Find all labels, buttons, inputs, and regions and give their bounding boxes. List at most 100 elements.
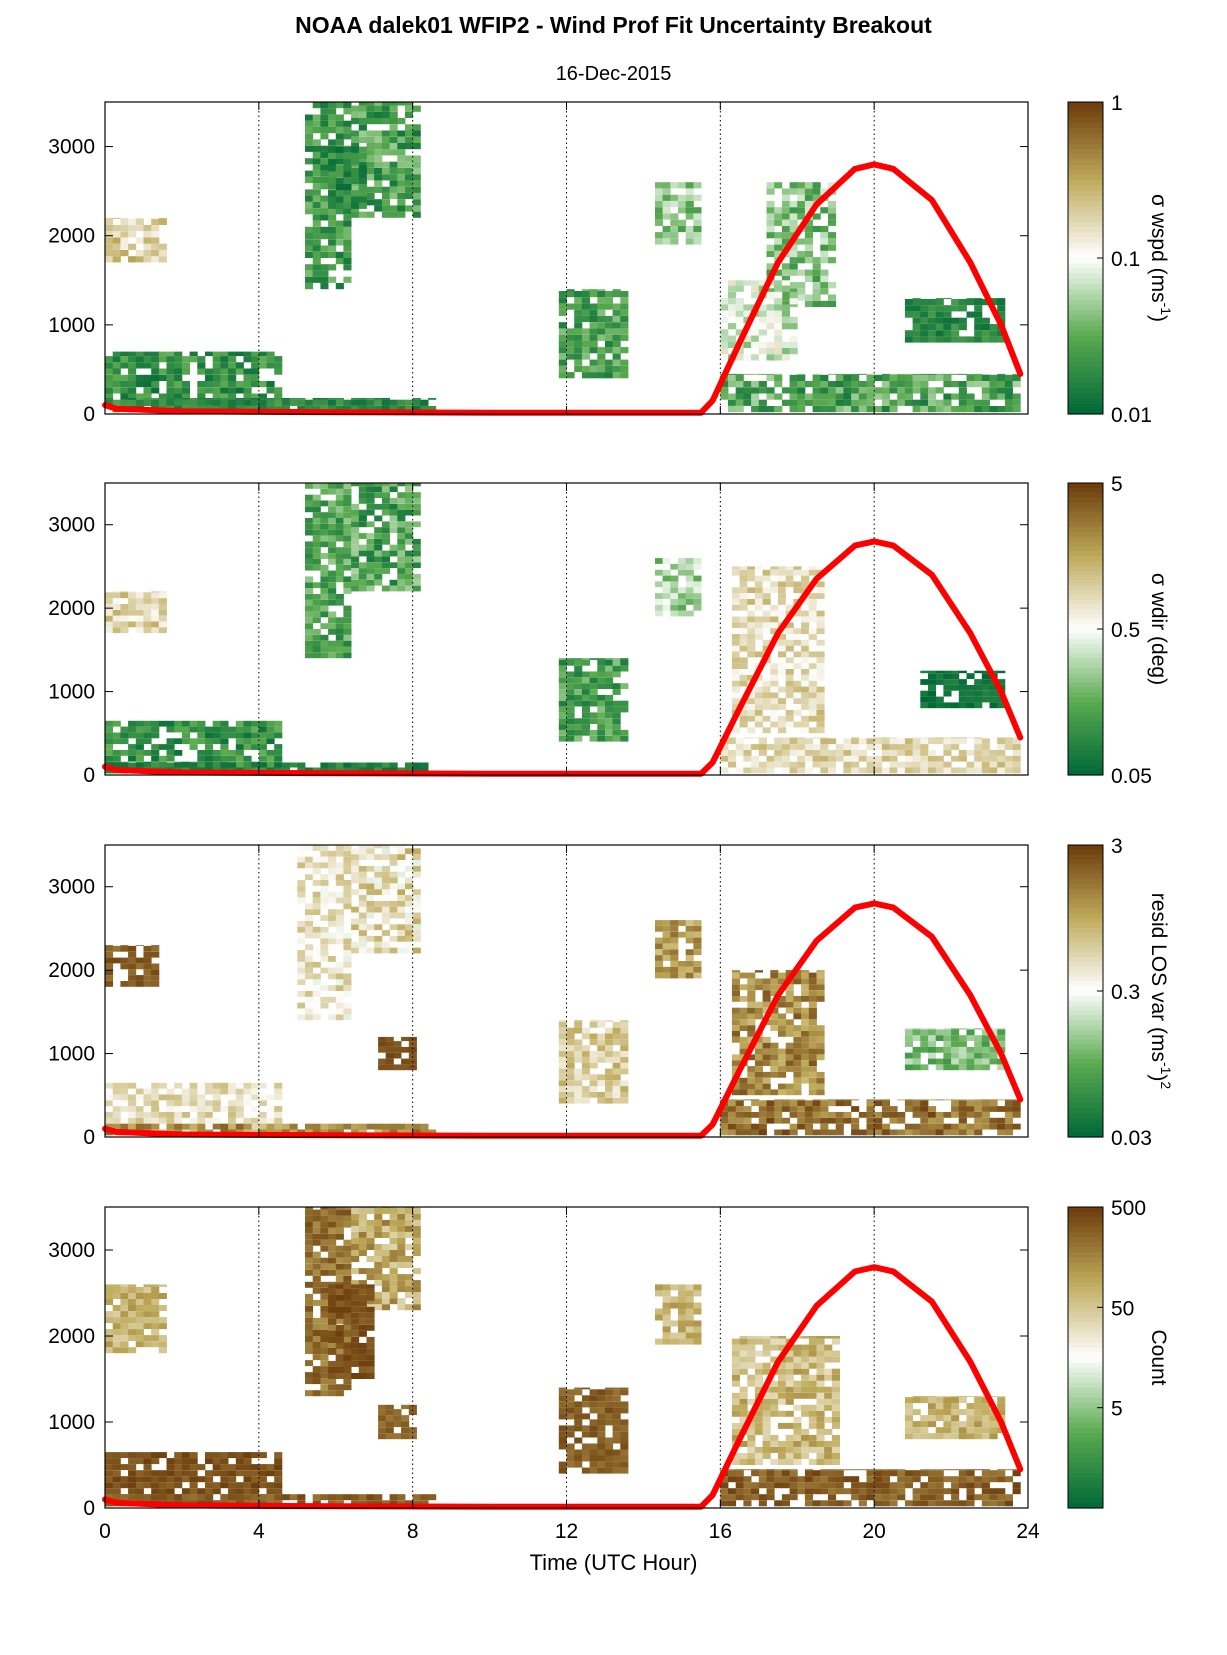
heatmap-cell bbox=[335, 634, 344, 641]
heatmap-cell bbox=[197, 762, 206, 768]
heatmap-cell bbox=[1012, 1123, 1021, 1130]
heatmap-cell bbox=[135, 732, 144, 739]
heatmap-cell bbox=[405, 136, 414, 143]
heatmap-cell bbox=[135, 1452, 144, 1459]
heatmap-cell bbox=[243, 393, 252, 400]
heatmap-cell bbox=[739, 1007, 748, 1014]
heatmap-cell bbox=[770, 1042, 779, 1049]
heatmap-cell bbox=[904, 381, 913, 388]
heatmap-cell bbox=[558, 328, 567, 335]
heatmap-cell bbox=[128, 957, 137, 964]
heatmap-cell bbox=[112, 720, 121, 727]
heatmap-cell bbox=[266, 1112, 275, 1118]
heatmap-cell bbox=[128, 225, 137, 232]
heatmap-cell bbox=[866, 381, 875, 388]
heatmap-cell bbox=[935, 1029, 944, 1036]
heatmap-cell bbox=[343, 245, 352, 252]
heatmap-cell bbox=[385, 1036, 394, 1042]
heatmap-cell bbox=[778, 1054, 787, 1061]
heatmap-cell bbox=[566, 1431, 575, 1438]
heatmap-cell bbox=[835, 406, 844, 413]
heatmap-cell bbox=[343, 399, 352, 406]
heatmap-cell bbox=[151, 744, 160, 750]
heatmap-cell bbox=[351, 171, 360, 178]
heatmap-cell bbox=[335, 233, 344, 240]
heatmap-cell bbox=[789, 291, 798, 299]
heatmap-cell bbox=[966, 1046, 975, 1053]
colorbar-swatch bbox=[1068, 536, 1103, 542]
heatmap-cell bbox=[966, 690, 975, 697]
heatmap-cell bbox=[151, 1482, 160, 1489]
heatmap-cell bbox=[904, 1035, 913, 1041]
heatmap-cell bbox=[120, 362, 129, 369]
heatmap-cell bbox=[151, 755, 160, 762]
heatmap-cell bbox=[343, 171, 352, 178]
heatmap-cell bbox=[389, 544, 398, 551]
heatmap-cell bbox=[335, 535, 344, 542]
heatmap-cell bbox=[135, 945, 144, 946]
heatmap-cell bbox=[989, 324, 998, 331]
heatmap-cell bbox=[685, 581, 694, 588]
heatmap-cell bbox=[305, 1305, 314, 1312]
heatmap-cell bbox=[120, 1452, 129, 1459]
heatmap-cell bbox=[612, 359, 621, 366]
heatmap-cell bbox=[305, 239, 314, 246]
heatmap-cell bbox=[328, 1300, 337, 1307]
heatmap-cell bbox=[566, 724, 575, 730]
heatmap-cell bbox=[405, 568, 414, 574]
heatmap-cell bbox=[935, 737, 944, 739]
heatmap-cell bbox=[343, 1209, 352, 1216]
colorbar-swatch bbox=[1068, 190, 1103, 197]
heatmap-cell bbox=[366, 186, 375, 193]
heatmap-cell bbox=[785, 1060, 794, 1066]
heatmap-cell bbox=[943, 690, 952, 697]
heatmap-cell bbox=[374, 544, 383, 551]
heatmap-cell bbox=[258, 398, 267, 400]
heatmap-cell bbox=[751, 291, 760, 299]
heatmap-cell bbox=[801, 1071, 810, 1078]
heatmap-cell bbox=[343, 1215, 352, 1222]
heatmap-cell bbox=[405, 1244, 414, 1250]
heatmap-cell bbox=[412, 1225, 421, 1232]
heatmap-cell bbox=[1012, 399, 1021, 406]
heatmap-cell bbox=[928, 696, 937, 703]
colorbar-tick-label: 0.03 bbox=[1111, 1127, 1152, 1150]
heatmap-cell bbox=[754, 1007, 763, 1014]
heatmap-cell bbox=[754, 628, 763, 634]
heatmap-cell bbox=[812, 393, 821, 400]
heatmap-cell bbox=[128, 243, 137, 250]
heatmap-cell bbox=[358, 492, 367, 498]
heatmap-cell bbox=[366, 848, 375, 855]
heatmap-cell bbox=[112, 591, 121, 593]
heatmap-cell bbox=[335, 850, 344, 857]
heatmap-cell bbox=[105, 720, 114, 727]
heatmap-cell bbox=[778, 698, 787, 704]
heatmap-cell bbox=[389, 1262, 398, 1268]
heatmap-cell bbox=[312, 1215, 321, 1222]
heatmap-cell bbox=[328, 146, 337, 153]
heatmap-cell bbox=[381, 1244, 390, 1250]
heatmap-cell bbox=[143, 1458, 152, 1465]
heatmap-cell bbox=[305, 961, 314, 968]
heatmap-cell bbox=[951, 1112, 960, 1118]
heatmap-cell bbox=[343, 956, 352, 962]
heatmap-cell bbox=[620, 1091, 629, 1098]
heatmap-cell bbox=[670, 925, 679, 932]
heatmap-cell bbox=[343, 1312, 352, 1319]
heatmap-cell bbox=[343, 233, 352, 240]
heatmap-cell bbox=[670, 955, 679, 961]
heatmap-cell bbox=[105, 1452, 114, 1459]
heatmap-cell bbox=[581, 1091, 590, 1098]
heatmap-cell bbox=[747, 639, 756, 646]
colorbar-swatch bbox=[1068, 107, 1103, 113]
heatmap-cell bbox=[305, 1207, 314, 1210]
heatmap-cell bbox=[928, 324, 937, 331]
heatmap-cell bbox=[620, 1086, 629, 1092]
heatmap-cell bbox=[828, 399, 837, 406]
heatmap-cell bbox=[731, 645, 740, 652]
heatmap-cell bbox=[105, 1482, 114, 1489]
colorbar-swatch bbox=[1068, 310, 1103, 316]
heatmap-cell bbox=[835, 393, 844, 400]
heatmap-cell bbox=[589, 1020, 598, 1022]
heatmap-cell bbox=[620, 1062, 629, 1069]
